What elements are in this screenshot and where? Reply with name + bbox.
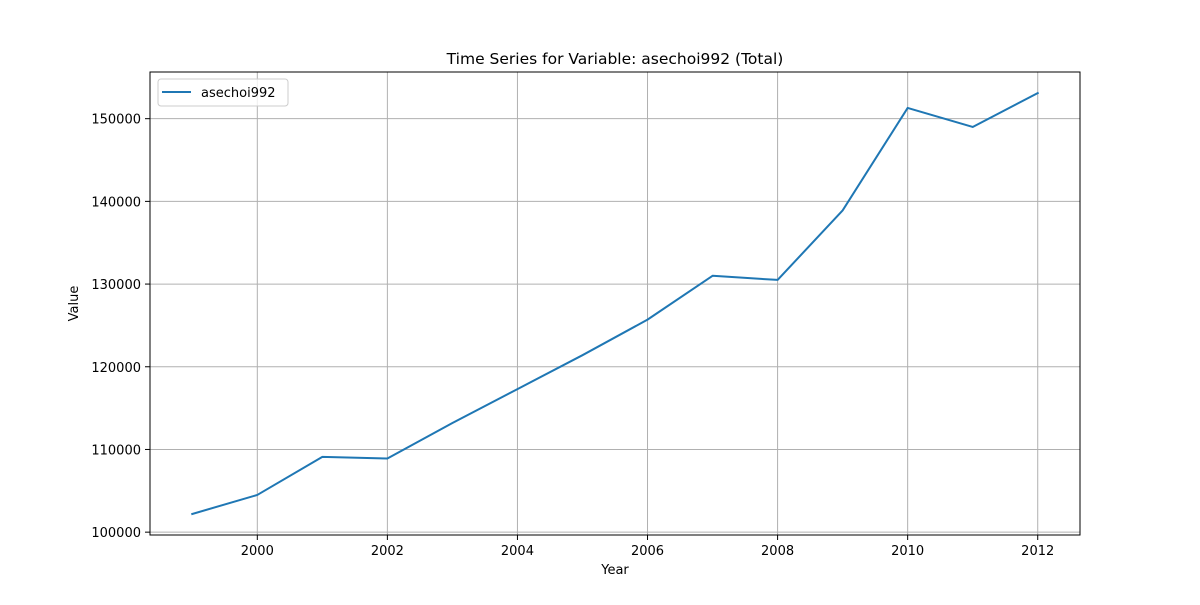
x-tick-label: 2006: [631, 544, 664, 559]
x-axis-title: Year: [600, 563, 629, 578]
y-tick-label: 110000: [91, 443, 141, 458]
x-tick-label: 2012: [1021, 544, 1054, 559]
x-tick-label: 2002: [371, 544, 404, 559]
x-tick-label: 2008: [761, 544, 794, 559]
x-tick-label: 2010: [891, 544, 924, 559]
legend: asechoi992: [158, 79, 288, 106]
y-tick-label: 120000: [91, 361, 141, 376]
legend-label: asechoi992: [201, 86, 276, 101]
x-tick-label: 2000: [241, 544, 274, 559]
x-tick-label: 2004: [501, 544, 534, 559]
y-tick-label: 140000: [91, 195, 141, 210]
y-tick-label: 100000: [91, 526, 141, 541]
y-tick-label: 150000: [91, 113, 141, 128]
y-tick-label: 130000: [91, 278, 141, 293]
y-axis-title: Value: [67, 286, 82, 322]
chart-title: Time Series for Variable: asechoi992 (To…: [446, 50, 784, 68]
